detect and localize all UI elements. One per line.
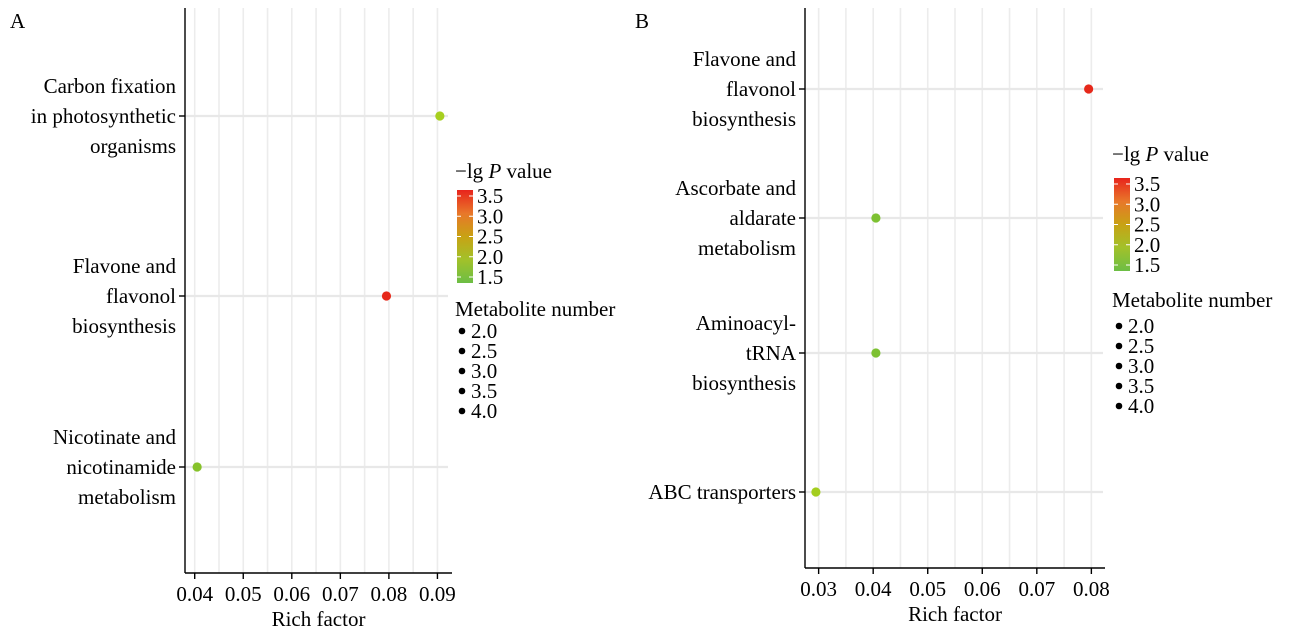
colorbar-title-prefix: −lg <box>1112 142 1145 166</box>
x-tick-label: 0.07 <box>1018 577 1055 601</box>
x-tick-label: 0.04 <box>176 582 213 606</box>
colorbar-tick-label: 1.5 <box>477 265 503 289</box>
colorbar-tick-label: 2.5 <box>477 225 503 249</box>
data-point <box>381 291 392 301</box>
x-tick-label: 0.07 <box>322 582 359 606</box>
colorbar-title: −lg P value <box>455 159 552 183</box>
x-tick-label: 0.09 <box>419 582 456 606</box>
colorbar-tick-label: 3.5 <box>477 184 503 208</box>
category-label: metabolism <box>698 236 796 260</box>
category-label: flavonol <box>106 284 176 308</box>
colorbar <box>1114 178 1130 271</box>
category-label: Nicotinate and <box>53 425 177 449</box>
panel-label: A <box>10 9 26 33</box>
x-tick-label: 0.05 <box>909 577 946 601</box>
colorbar-title: −lg P value <box>1112 142 1209 166</box>
panel-b: B Flavone and flavonol biosynthesis Ascorbat… <box>635 8 1272 626</box>
size-legend-dot <box>1115 322 1123 330</box>
size-legend-dot <box>1115 362 1123 370</box>
size-legend-dot <box>1115 342 1123 350</box>
size-legend-label: 2.5 <box>471 339 497 363</box>
data-point <box>192 462 202 472</box>
size-legend-label: 4.0 <box>1128 394 1154 418</box>
category-label: biosynthesis <box>692 371 796 395</box>
size-legend-label: 2.0 <box>471 319 497 343</box>
size-legend-label: 2.5 <box>1128 334 1154 358</box>
category-label: in photosynthetic <box>31 104 176 128</box>
category-label: Flavone and <box>693 47 797 71</box>
size-legend-label: 3.5 <box>471 379 497 403</box>
x-tick-label: 0.06 <box>273 582 310 606</box>
colorbar-tick-label: 3.0 <box>477 204 503 228</box>
category-label: Ascorbate and <box>675 176 796 200</box>
data-point <box>1084 84 1094 94</box>
data-point <box>435 111 445 121</box>
category-label: aldarate <box>730 206 796 230</box>
colorbar-title-italic: P <box>487 159 501 183</box>
category-label: ABC transporters <box>648 480 796 504</box>
x-axis-title: Rich factor <box>908 602 1002 626</box>
size-legend-dot <box>458 327 466 335</box>
colorbar <box>457 190 473 283</box>
size-legend-dot <box>458 387 466 395</box>
category-label: nicotinamide <box>66 455 176 479</box>
size-legend-dot <box>458 347 466 355</box>
x-tick-label: 0.08 <box>371 582 408 606</box>
colorbar-title-suffix: value <box>1158 142 1209 166</box>
size-legend-label: 3.0 <box>1128 354 1154 378</box>
x-axis-title: Rich factor <box>272 607 366 630</box>
colorbar-tick-label: 2.0 <box>1134 233 1160 257</box>
data-point <box>871 348 881 358</box>
size-legend-dot <box>1115 402 1123 410</box>
size-legend-dot <box>1115 382 1123 390</box>
size-legend-title: Metabolite number <box>455 297 615 321</box>
size-legend-dot <box>458 407 466 415</box>
category-label: Aminoacyl- <box>696 311 796 335</box>
size-legend-label: 3.5 <box>1128 374 1154 398</box>
x-tick-label: 0.06 <box>964 577 1001 601</box>
category-label: Flavone and <box>73 254 177 278</box>
panel-a: A Carbon fixation in photosynthetic organis… <box>10 8 615 630</box>
colorbar-tick-label: 1.5 <box>1134 253 1160 277</box>
category-label: metabolism <box>78 485 176 509</box>
x-tick-label: 0.04 <box>855 577 892 601</box>
size-legend-dot <box>458 367 466 375</box>
colorbar-tick-label: 2.5 <box>1134 213 1160 237</box>
x-tick-label: 0.03 <box>800 577 837 601</box>
colorbar-tick-label: 2.0 <box>477 245 503 269</box>
x-tick-label: 0.08 <box>1073 577 1110 601</box>
category-label: biosynthesis <box>692 107 796 131</box>
colorbar-title-italic: P <box>1144 142 1158 166</box>
category-label: tRNA <box>746 341 797 365</box>
colorbar-tick-label: 3.0 <box>1134 192 1160 216</box>
colorbar-tick-label: 3.5 <box>1134 172 1160 196</box>
size-legend-label: 3.0 <box>471 359 497 383</box>
data-point <box>871 213 881 223</box>
category-label: flavonol <box>726 77 796 101</box>
category-label: biosynthesis <box>72 314 176 338</box>
category-label: organisms <box>90 134 176 158</box>
colorbar-title-prefix: −lg <box>455 159 488 183</box>
panel-label: B <box>635 9 649 33</box>
colorbar-title-suffix: value <box>501 159 552 183</box>
x-tick-label: 0.05 <box>225 582 262 606</box>
category-label: Carbon fixation <box>44 74 177 98</box>
data-point <box>811 487 821 497</box>
size-legend-label: 2.0 <box>1128 314 1154 338</box>
size-legend-label: 4.0 <box>471 399 497 423</box>
size-legend-title: Metabolite number <box>1112 288 1272 312</box>
